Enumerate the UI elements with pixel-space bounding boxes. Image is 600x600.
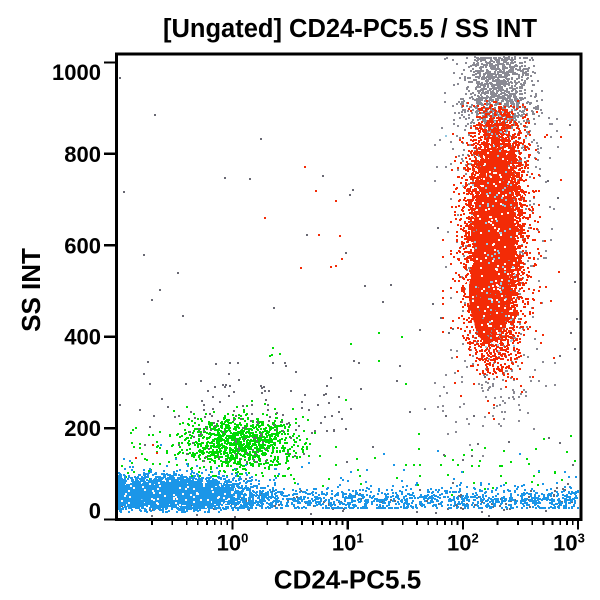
svg-text:102: 102	[447, 531, 479, 556]
svg-text:[Ungated] CD24-PC5.5 / SS INT: [Ungated] CD24-PC5.5 / SS INT	[163, 15, 537, 43]
svg-text:0: 0	[89, 499, 101, 524]
svg-text:400: 400	[64, 325, 101, 350]
svg-text:100: 100	[217, 531, 249, 556]
svg-text:600: 600	[64, 233, 101, 258]
svg-text:200: 200	[64, 416, 101, 441]
svg-text:SS INT: SS INT	[16, 248, 46, 332]
svg-text:103: 103	[553, 531, 585, 556]
svg-text:101: 101	[332, 531, 364, 556]
svg-text:1000: 1000	[52, 60, 101, 85]
svg-text:CD24-PC5.5: CD24-PC5.5	[274, 565, 421, 595]
svg-text:800: 800	[64, 142, 101, 167]
